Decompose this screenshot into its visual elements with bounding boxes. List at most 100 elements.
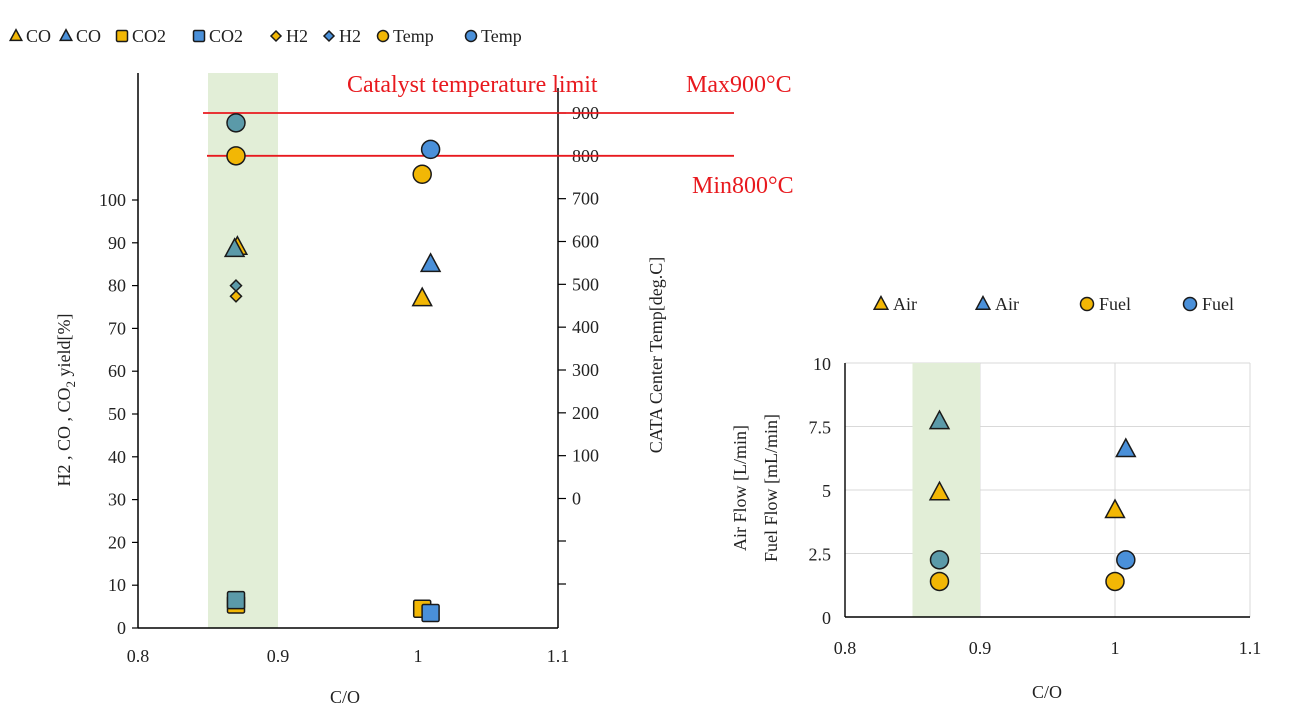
point-fuel <box>1116 550 1136 570</box>
x-tick-label: 1.1 <box>1239 638 1262 658</box>
left-y-tick-label: 30 <box>108 490 126 510</box>
legend-label: Fuel <box>1202 294 1234 314</box>
max-annotation: Max900°C <box>686 72 792 98</box>
right-y-tick-label: 0 <box>572 489 581 509</box>
left-chart: CO CO CO2 CO2 H2 H2 Temp Temp 01020304050607080… <box>8 26 794 707</box>
legend-entry-temp: Temp <box>464 26 522 46</box>
x-tick-label: 0.9 <box>969 638 992 658</box>
x-tick-label: 0.9 <box>267 646 290 666</box>
catalyst-limit-annotation: Catalyst temperature limit <box>347 72 598 98</box>
legend-entry-co: CO <box>8 26 51 46</box>
left-y-tick-label: 10 <box>108 575 126 595</box>
legend-label: Temp <box>393 26 434 46</box>
x-tick-label: 1 <box>1111 638 1120 658</box>
legend-label: CO2 <box>209 26 243 46</box>
left-y-tick-label: 50 <box>108 404 126 424</box>
x-tick-label: 1 <box>414 646 423 666</box>
left-chart-axes: 0 10 20 30 40 50 60 70 80 90 100 0 100 200 300 400 500 60… <box>99 73 599 666</box>
point-fuel <box>929 550 950 570</box>
point-air <box>1104 498 1126 519</box>
y-title-part-1: H2 , CO , CO <box>54 387 74 486</box>
right-y-tick-label: 400 <box>572 317 599 337</box>
legend-entry-air: Air <box>872 294 917 314</box>
left-y-tick-label: 70 <box>108 318 126 338</box>
air-legend-marker <box>974 294 992 310</box>
left-chart-x-axis-title: C/O <box>330 687 360 707</box>
point-fuel <box>929 571 950 592</box>
point-air <box>928 480 951 501</box>
co2-legend-marker <box>115 29 129 43</box>
left-y-tick-label: 60 <box>108 361 126 381</box>
left-chart-points <box>223 113 442 623</box>
legend-entry-air: Air <box>974 294 1019 314</box>
air-legend-marker <box>872 294 890 310</box>
point-co2 <box>421 603 440 623</box>
point-air <box>1115 437 1137 458</box>
left-chart-right-axis-title: CATA Center Temp[deg.C] <box>646 257 666 453</box>
legend-entry-fuel: Fuel <box>1182 294 1234 314</box>
right-chart-axes: 0 2.5 5 7.5 10 0.8 0.9 1 1.1 <box>809 354 1262 658</box>
y-tick-label: 10 <box>813 354 831 374</box>
y-tick-label: 0 <box>822 608 831 628</box>
temp-legend-marker <box>376 29 390 43</box>
right-chart-points <box>928 409 1137 592</box>
x-tick-label: 1.1 <box>547 646 570 666</box>
y-title-subscript: 2 <box>63 381 78 388</box>
point-co <box>223 237 246 258</box>
left-y-tick-label: 0 <box>117 618 126 638</box>
point-co <box>419 252 442 273</box>
point-air <box>928 409 951 430</box>
right-y-tick-label: 700 <box>572 189 599 209</box>
band-rect <box>208 73 278 628</box>
left-chart-reference-lines <box>203 112 734 157</box>
temp-legend-marker <box>464 29 478 43</box>
point-co2 <box>226 590 246 610</box>
right-chart-y-axis-title-fuel: Fuel Flow [mL/min] <box>761 414 781 562</box>
y-tick-label: 2.5 <box>809 545 832 565</box>
legend-entry-co: CO <box>58 26 101 46</box>
legend-label: CO2 <box>132 26 166 46</box>
legend-entry-h2: H2 <box>269 26 308 46</box>
right-y-tick-label: 200 <box>572 403 599 423</box>
point-temp <box>226 146 246 166</box>
x-tick-label: 0.8 <box>127 646 150 666</box>
fuel-legend-marker <box>1182 296 1198 312</box>
legend-entry-co2: CO2 <box>192 26 243 46</box>
legend-label: Air <box>995 294 1019 314</box>
h2-legend-marker <box>269 29 283 43</box>
legend-label: Fuel <box>1099 294 1131 314</box>
point-h2 <box>229 289 243 303</box>
right-y-tick-label: 600 <box>572 232 599 252</box>
right-y-tick-label: 500 <box>572 274 599 294</box>
left-chart-legend: CO CO CO2 CO2 H2 H2 Temp Temp <box>8 26 522 46</box>
left-y-tick-label: 20 <box>108 532 126 552</box>
left-y-tick-label: 40 <box>108 447 126 467</box>
co-legend-marker <box>8 28 24 42</box>
point-fuel <box>1105 571 1125 592</box>
point-temp <box>412 164 432 185</box>
x-tick-label: 0.8 <box>834 638 857 658</box>
min-annotation: Min800°C <box>692 173 794 199</box>
legend-entry-h2: H2 <box>322 26 361 46</box>
legend-entry-co2: CO2 <box>115 26 166 46</box>
co-legend-marker <box>58 28 74 42</box>
co2-legend-marker <box>192 29 206 43</box>
legend-label: CO <box>76 26 101 46</box>
right-chart-x-axis-title: C/O <box>1032 682 1062 702</box>
right-chart-legend: Air Air Fuel Fuel <box>872 294 1234 314</box>
legend-entry-temp: Temp <box>376 26 434 46</box>
legend-label: Temp <box>481 26 522 46</box>
fuel-legend-marker <box>1079 296 1095 312</box>
y-title-part-2: yield[%] <box>54 314 74 381</box>
left-y-tick-label: 80 <box>108 276 126 296</box>
right-y-tick-label: 100 <box>572 446 599 466</box>
right-y-tick-label: 300 <box>572 360 599 380</box>
left-y-tick-label: 100 <box>99 190 126 210</box>
y-tick-label: 7.5 <box>809 418 832 438</box>
legend-label: H2 <box>339 26 361 46</box>
legend-label: Air <box>893 294 917 314</box>
right-chart-y-axis-title-air: Air Flow [L/min] <box>730 425 750 551</box>
left-y-tick-label: 90 <box>108 233 126 253</box>
